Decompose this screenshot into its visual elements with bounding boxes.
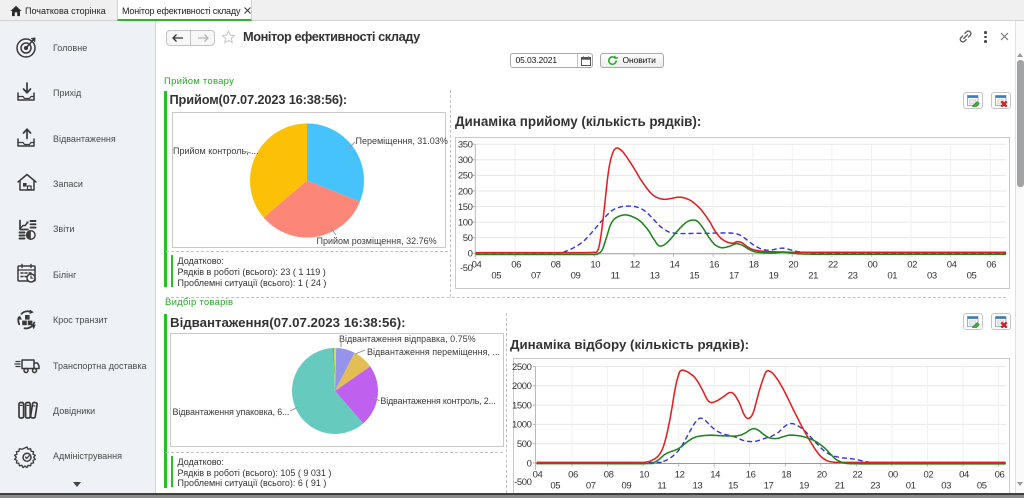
svg-text:300: 300 [457,155,472,166]
svg-text:08: 08 [550,259,560,270]
svg-text:-50: -50 [459,263,472,274]
svg-text:18: 18 [781,470,791,481]
svg-text:16: 16 [745,470,755,481]
svg-text:05: 05 [976,481,986,492]
svg-text:11: 11 [657,481,666,492]
svg-text:1500: 1500 [511,400,531,411]
svg-text:250: 250 [457,170,472,181]
svg-text:23: 23 [847,270,857,281]
svg-text:01: 01 [905,481,915,492]
svg-text:05: 05 [966,270,976,281]
svg-text:15: 15 [689,270,699,281]
svg-text:2500: 2500 [511,362,531,373]
svg-text:07: 07 [531,270,541,281]
svg-text:06: 06 [568,470,578,481]
svg-text:18: 18 [748,259,758,270]
svg-text:00: 00 [888,470,898,481]
svg-text:2000: 2000 [511,381,531,392]
svg-text:0: 0 [526,458,531,469]
svg-text:07: 07 [585,481,595,492]
svg-text:500: 500 [516,439,531,450]
svg-text:15: 15 [728,481,738,492]
svg-text:21: 21 [808,270,818,281]
svg-text:-500: -500 [514,477,532,488]
svg-text:04: 04 [946,259,956,270]
svg-text:50: 50 [462,233,472,244]
svg-text:06: 06 [994,470,1004,481]
svg-text:04: 04 [471,259,481,270]
svg-text:05: 05 [491,270,501,281]
svg-text:0: 0 [467,248,472,259]
svg-text:22: 22 [852,470,862,481]
svg-text:03: 03 [941,481,951,492]
svg-text:02: 02 [923,470,933,481]
svg-text:1000: 1000 [511,420,531,431]
svg-text:13: 13 [649,270,659,281]
svg-text:11: 11 [610,270,619,281]
svg-text:03: 03 [927,270,937,281]
svg-text:02: 02 [907,259,917,270]
svg-text:10: 10 [590,259,600,270]
svg-text:20: 20 [816,470,826,481]
svg-text:13: 13 [692,481,702,492]
svg-text:06: 06 [511,259,521,270]
svg-text:19: 19 [768,270,778,281]
svg-text:16: 16 [709,259,719,270]
svg-text:200: 200 [457,186,472,197]
svg-text:09: 09 [621,481,631,492]
svg-text:14: 14 [669,259,679,270]
svg-text:22: 22 [828,259,838,270]
svg-text:19: 19 [799,481,809,492]
svg-text:00: 00 [867,259,877,270]
svg-text:08: 08 [603,470,613,481]
svg-text:14: 14 [710,470,720,481]
svg-text:350: 350 [457,139,472,150]
svg-text:150: 150 [457,201,472,212]
svg-text:21: 21 [834,481,844,492]
svg-text:20: 20 [788,259,798,270]
svg-text:09: 09 [570,270,580,281]
svg-text:04: 04 [532,470,542,481]
svg-text:12: 12 [674,470,684,481]
svg-text:17: 17 [729,270,739,281]
svg-text:23: 23 [870,481,880,492]
svg-text:06: 06 [986,259,996,270]
svg-text:10: 10 [639,470,649,481]
svg-text:12: 12 [630,259,640,270]
svg-text:01: 01 [887,270,897,281]
svg-text:04: 04 [959,470,969,481]
svg-text:05: 05 [550,481,560,492]
svg-text:17: 17 [763,481,773,492]
svg-text:100: 100 [457,217,472,228]
